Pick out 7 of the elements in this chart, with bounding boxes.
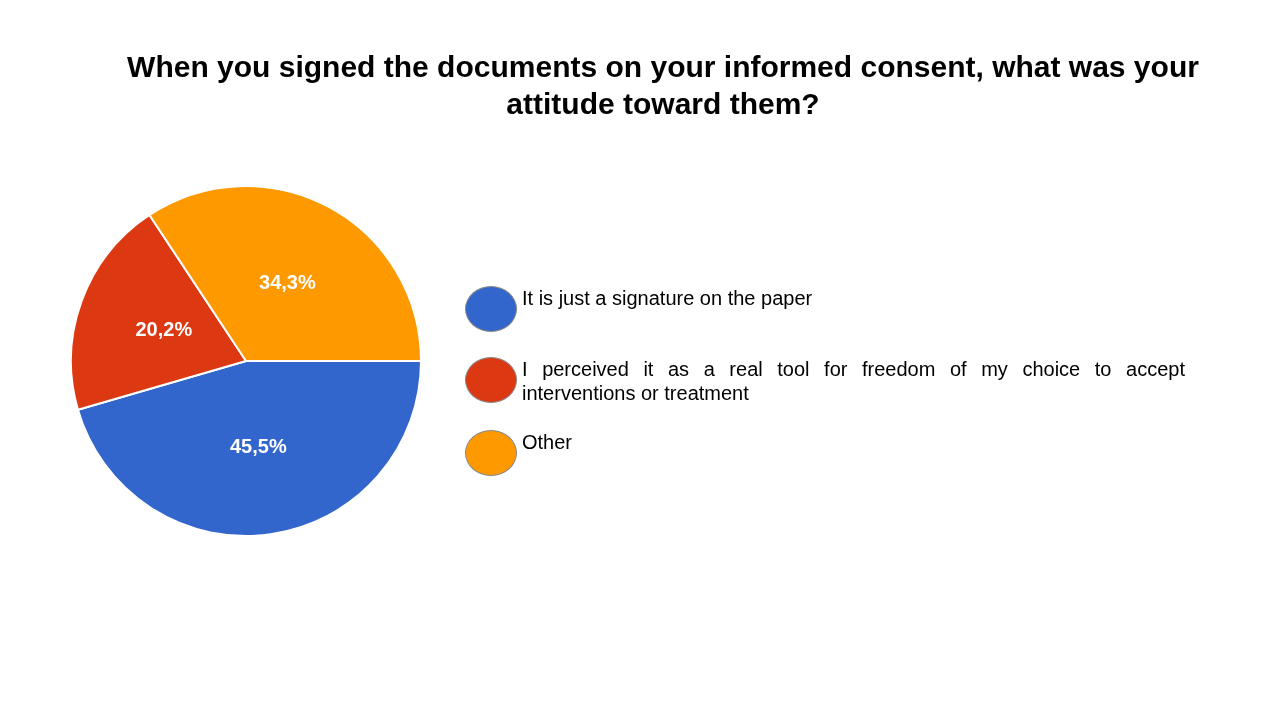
chart-title: When you signed the documents on your informed consent, what was your attitude toward them?	[126, 49, 1200, 122]
data-label: 20,2%	[135, 318, 193, 341]
legend-label: It is just a signature on the paper	[522, 286, 813, 310]
legend-label: I perceived it as a real tool for freedom of my choice to accept interventions or treatment	[522, 357, 1185, 405]
data-label: 45,5%	[229, 435, 287, 458]
data-label: 34,3%	[259, 271, 316, 294]
legend-label: Other	[522, 430, 573, 454]
